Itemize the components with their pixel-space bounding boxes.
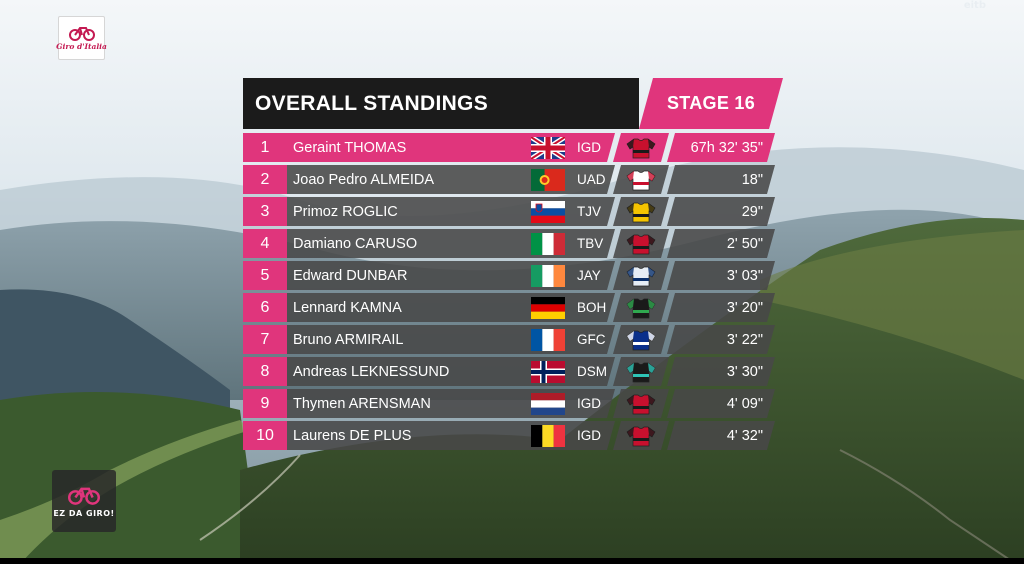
standings-row-5: 5 Edward DUNBAR JAY 3' 03" [243,261,783,290]
time-gap: 3' 22" [667,325,775,354]
rank: 3 [243,197,287,226]
bahrain-jersey-icon [613,229,669,258]
giro-logo: Giro d'Italia [56,16,107,60]
rider-name: Laurens DE PLUS [293,427,412,444]
giro-logo-text: Giro d'Italia [56,42,107,51]
rider-name: Thymen ARENSMAN [293,395,431,412]
rank: 10 [243,421,287,450]
ineos-jersey-icon [613,421,669,450]
standings-row-2: 2 Joao Pedro ALMEIDA UAD 18" [243,165,783,194]
team-code: TBV [577,236,604,251]
rider-cell: Laurens DE PLUS IGD [287,421,615,450]
time-gap: 3' 20" [667,293,775,322]
ineos-jersey-icon [613,133,669,162]
team-code: IGD [577,428,602,443]
rank: 5 [243,261,287,290]
rank: 6 [243,293,287,322]
time-gap: 4' 09" [667,389,775,418]
jumbo-jersey-icon [613,197,669,226]
standings-row-1: 1 Geraint THOMAS IGD 67h 32' 35" [243,133,783,162]
rider-cell: Bruno ARMIRAIL GFC [287,325,615,354]
team-code: BOH [577,300,607,315]
rider-cell: Geraint THOMAS IGD [287,133,615,162]
flag-por [531,169,565,191]
promo-label: EZ DA GIRO! [53,508,115,518]
rank: 2 [243,165,287,194]
bicycle-icon [68,27,95,41]
time-gap: 67h 32' 35" [667,133,775,162]
standings-row-6: 6 Lennard KAMNA BOH 3' 20" [243,293,783,322]
standings-row-9: 9 Thymen ARENSMAN IGD 4' 09" [243,389,783,418]
bottom-bar [0,558,1024,564]
rank: 7 [243,325,287,354]
standings-row-4: 4 Damiano CARUSO TBV 2' 50" [243,229,783,258]
rider-name: Bruno ARMIRAIL [293,331,404,348]
rider-name: Primoz ROGLIC [293,203,398,220]
uae-jersey-icon [613,165,669,194]
standings-row-3: 3 Primoz ROGLIC TJV 29" [243,197,783,226]
flag-ned [531,393,565,415]
standings-row-8: 8 Andreas LEKNESSUND DSM 3' 30" [243,357,783,386]
flag-irl [531,265,565,287]
rider-name: Joao Pedro ALMEIDA [293,171,435,188]
flag-gbr [531,137,565,159]
time-gap: 3' 03" [667,261,775,290]
rank: 4 [243,229,287,258]
flag-ger [531,297,565,319]
rider-cell: Primoz ROGLIC TJV [287,197,615,226]
rider-cell: Thymen ARENSMAN IGD [287,389,615,418]
rider-name: Lennard KAMNA [293,299,402,316]
standings-board: OVERALL STANDINGS STAGE 16 1 Geraint THO… [243,78,783,450]
rider-cell: Edward DUNBAR JAY [287,261,615,290]
rider-cell: Lennard KAMNA BOH [287,293,615,322]
rank: 1 [243,133,287,162]
rider-cell: Damiano CARUSO TBV [287,229,615,258]
rider-name: Damiano CARUSO [293,235,418,252]
flag-fra [531,329,565,351]
bicycle-icon [68,487,100,505]
rank: 9 [243,389,287,418]
time-gap: 18" [667,165,775,194]
rider-cell: Joao Pedro ALMEIDA UAD [287,165,615,194]
flag-bel [531,425,565,447]
promo-badge: EZ DA GIRO! [52,470,116,532]
groupama-jersey-icon [613,325,669,354]
time-gap: 3' 30" [667,357,775,386]
team-code: JAY [577,268,601,283]
jayco-jersey-icon [613,261,669,290]
rider-name: Andreas LEKNESSUND [293,363,450,380]
time-gap: 29" [667,197,775,226]
team-code: IGD [577,396,602,411]
rider-cell: Andreas LEKNESSUND DSM [287,357,615,386]
board-title: OVERALL STANDINGS [243,78,639,129]
standings-row-7: 7 Bruno ARMIRAIL GFC 3' 22" [243,325,783,354]
standings-row-10: 10 Laurens DE PLUS IGD 4' 32" [243,421,783,450]
bora-jersey-icon [613,293,669,322]
team-code: DSM [577,364,607,379]
team-code: TJV [577,204,602,219]
flag-ita [531,233,565,255]
team-code: IGD [577,140,602,155]
rank: 8 [243,357,287,386]
ineos-jersey-icon [613,389,669,418]
time-gap: 4' 32" [667,421,775,450]
standings-list: 1 Geraint THOMAS IGD 67h 32' 35" 2 Joao … [243,133,783,453]
rider-name: Geraint THOMAS [293,139,407,156]
flag-nor [531,361,565,383]
time-gap: 2' 50" [667,229,775,258]
stage-label: STAGE 16 [639,78,783,129]
broadcaster-logo: eitb [963,0,986,11]
flag-slo [531,201,565,223]
team-code: UAD [577,172,606,187]
team-code: GFC [577,332,606,347]
dsm-jersey-icon [613,357,669,386]
rider-name: Edward DUNBAR [293,267,408,284]
